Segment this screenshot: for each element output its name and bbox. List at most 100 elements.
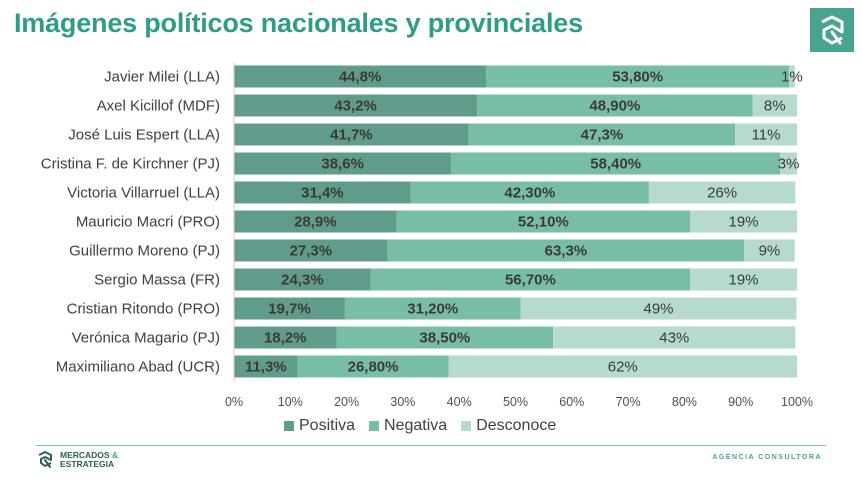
data-label-positiva: 31,4%: [301, 185, 344, 202]
data-label-positiva: 44,8%: [339, 69, 382, 86]
data-label-desconoce: 9%: [759, 243, 781, 260]
bar-desconoce: [752, 94, 797, 117]
category-label: Javier Milei (LLA): [104, 69, 220, 86]
x-tick-label: 0%: [225, 395, 243, 409]
data-label-negativa: 31,20%: [407, 301, 458, 318]
footer-divider: [36, 445, 826, 446]
x-tick-label: 100%: [781, 395, 813, 409]
brand-ampersand: &: [111, 450, 119, 460]
data-label-desconoce: 1%: [781, 69, 803, 86]
data-label-desconoce: 19%: [728, 214, 758, 231]
category-label: Sergio Massa (FR): [94, 272, 220, 289]
bar-negativa: [370, 268, 691, 291]
data-label-negativa: 26,80%: [348, 359, 399, 376]
bar-desconoce: [780, 152, 797, 175]
data-label-negativa: 42,30%: [504, 185, 555, 202]
data-label-positiva: 41,7%: [330, 127, 373, 144]
category-label: José Luis Espert (LLA): [68, 127, 220, 144]
footer-brand-mark-icon: [38, 451, 52, 468]
chart-legend: Positiva Negativa Desconoce: [284, 416, 556, 436]
page-title: Imágenes políticos nacionales y provinci…: [14, 8, 583, 38]
brand-tagline: AGENCIA CONSULTORA: [712, 454, 822, 461]
x-tick-label: 50%: [503, 395, 528, 409]
x-tick-label: 40%: [447, 395, 472, 409]
legend-item-positiva: Positiva: [284, 417, 355, 435]
category-label: Axel Kicillof (MDF): [97, 98, 220, 115]
x-tick-label: 70%: [616, 395, 641, 409]
data-label-positiva: 28,9%: [294, 214, 337, 231]
data-label-negativa: 38,50%: [419, 330, 470, 347]
data-label-negativa: 58,40%: [590, 156, 641, 173]
brand-mark-icon: [821, 15, 844, 45]
bar-positiva: [234, 65, 487, 88]
bar-positiva: [234, 326, 337, 349]
bar-desconoce: [744, 239, 795, 262]
data-label-negativa: 56,70%: [505, 272, 556, 289]
bar-positiva: [234, 152, 452, 175]
x-tick-label: 30%: [390, 395, 415, 409]
bar-desconoce: [553, 326, 796, 349]
legend-item-desconoce: Desconoce: [461, 417, 556, 435]
data-label-positiva: 19,7%: [268, 301, 311, 318]
x-tick-label: 80%: [672, 395, 697, 409]
bar-negativa: [396, 210, 691, 233]
bar-positiva: [234, 297, 345, 320]
legend-swatch-negativa: [369, 421, 380, 431]
data-label-positiva: 38,6%: [321, 156, 364, 173]
data-label-positiva: 43,2%: [334, 98, 377, 115]
footer-brand: MERCADOS & ESTRATEGIA: [36, 450, 118, 470]
data-label-desconoce: 11%: [752, 127, 781, 144]
bar-negativa: [410, 181, 649, 204]
data-label-desconoce: 8%: [764, 98, 786, 115]
category-label: Guillermo Moreno (PJ): [69, 243, 220, 260]
bar-negativa: [451, 152, 781, 175]
bar-positiva: [234, 181, 411, 204]
bar-desconoce: [520, 297, 797, 320]
bar-desconoce: [648, 181, 796, 204]
data-label-negativa: 53,80%: [612, 69, 663, 86]
x-tick-label: 60%: [559, 395, 584, 409]
data-label-positiva: 24,3%: [281, 272, 324, 289]
bar-negativa: [336, 326, 554, 349]
bar-negativa: [486, 65, 790, 88]
category-label: Mauricio Macri (PRO): [76, 214, 220, 231]
data-label-negativa: 63,3%: [545, 243, 588, 260]
category-label: Victoria Villarruel (LLA): [67, 185, 220, 202]
bar-desconoce: [690, 210, 797, 233]
x-tick-label: 10%: [278, 395, 303, 409]
data-label-desconoce: 3%: [778, 156, 800, 173]
bar-desconoce: [448, 355, 797, 378]
legend-label-negativa: Negativa: [384, 417, 448, 434]
bar-positiva: [234, 239, 388, 262]
category-label: Verónica Magario (PJ): [72, 330, 220, 347]
category-label: Maximiliano Abad (UCR): [56, 359, 220, 376]
footer-brand-name: MERCADOS & ESTRATEGIA: [60, 451, 118, 469]
data-label-desconoce: 43%: [659, 330, 689, 347]
data-label-negativa: 47,3%: [581, 127, 624, 144]
data-label-desconoce: 62%: [608, 359, 638, 376]
bar-negativa: [387, 239, 745, 262]
data-label-desconoce: 49%: [643, 301, 673, 318]
bar-desconoce: [735, 123, 797, 146]
bar-desconoce: [789, 65, 795, 88]
data-label-desconoce: 19%: [728, 272, 758, 289]
bar-positiva: [234, 210, 397, 233]
bar-desconoce: [690, 268, 797, 291]
legend-label-desconoce: Desconoce: [476, 417, 557, 434]
category-label: Cristian Ritondo (PRO): [67, 301, 220, 318]
x-tick-label: 20%: [334, 395, 359, 409]
bar-positiva: [234, 268, 371, 291]
bar-negativa: [477, 94, 753, 117]
category-label: Cristina F. de Kirchner (PJ): [41, 156, 220, 173]
bar-negativa: [344, 297, 521, 320]
data-label-negativa: 48,90%: [589, 98, 640, 115]
bar-positiva: [234, 355, 298, 378]
data-label-positiva: 11,3%: [245, 359, 287, 376]
brand-name-line1: MERCADOS: [60, 450, 110, 460]
brand-logo: [810, 8, 854, 52]
legend-swatch-desconoce: [461, 421, 472, 431]
data-label-positiva: 27,3%: [290, 243, 333, 260]
bar-negativa: [297, 355, 449, 378]
bar-positiva: [234, 94, 478, 117]
stacked-bar-chart: Javier Milei (LLA) 44,8% 53,80% 1% Axel Kici…: [41, 62, 813, 409]
